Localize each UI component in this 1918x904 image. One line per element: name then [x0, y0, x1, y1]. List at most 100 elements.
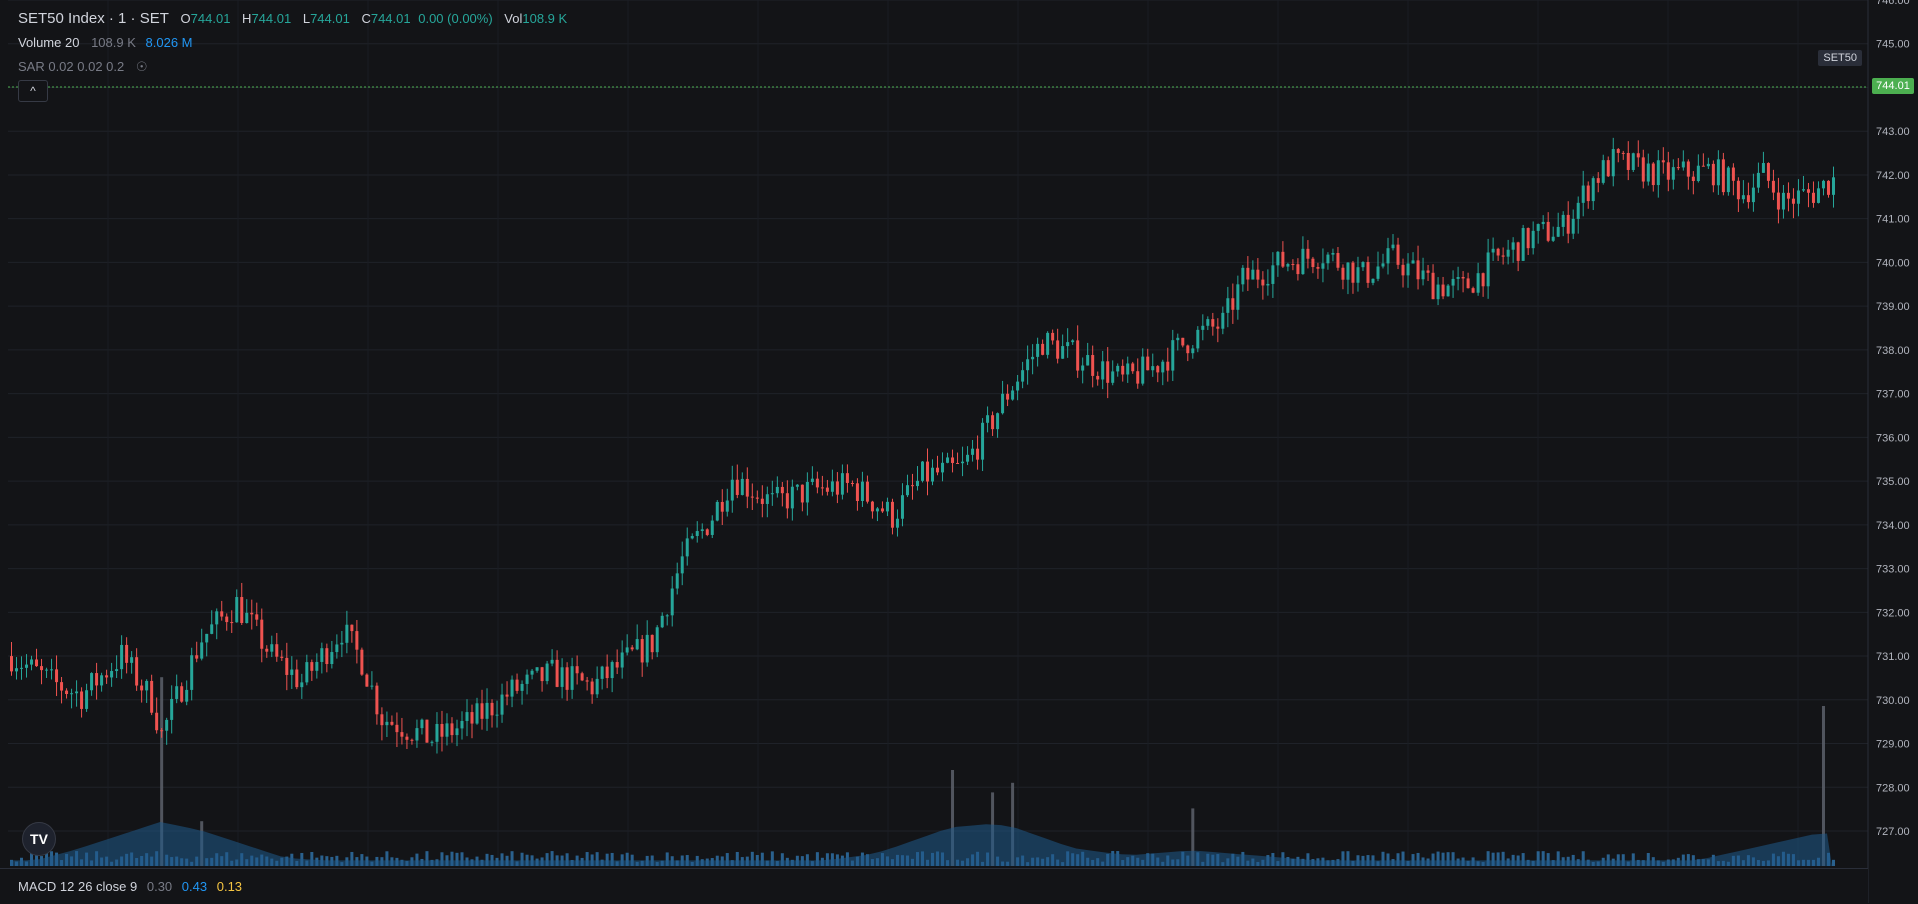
- candle-body: [1761, 163, 1765, 173]
- volume-bar: [1686, 854, 1690, 866]
- candle-body: [1326, 254, 1330, 264]
- candle-body: [70, 693, 74, 695]
- candle: [285, 642, 289, 691]
- candle-body: [1061, 346, 1065, 359]
- candle: [1756, 162, 1760, 193]
- volume-bar: [1831, 859, 1835, 866]
- candle-body: [1271, 265, 1275, 284]
- candle: [120, 635, 124, 679]
- candle: [305, 654, 309, 686]
- candle-body: [1556, 226, 1560, 237]
- volume-bar: [1501, 851, 1505, 866]
- candle: [1581, 170, 1585, 217]
- candle: [380, 707, 384, 741]
- candle: [570, 657, 574, 699]
- candle-body: [880, 508, 884, 512]
- price-axis-bg[interactable]: [1868, 0, 1918, 903]
- candle: [870, 500, 874, 519]
- candle-body: [585, 680, 589, 682]
- macd-legend-title: MACD 12 26 close 9: [18, 879, 138, 894]
- candle: [1806, 182, 1810, 208]
- candle-body: [260, 619, 264, 649]
- candle-body: [160, 730, 164, 732]
- macd-legend[interactable]: MACD 12 26 close 9 0.30 0.43 0.13: [18, 879, 242, 894]
- volume-bar: [825, 853, 829, 866]
- candle: [1266, 269, 1270, 296]
- candle-body: [365, 674, 369, 687]
- candle-body: [735, 479, 739, 495]
- low-value: 744.01: [310, 11, 350, 26]
- candle-body: [1816, 188, 1820, 203]
- price-tick-label: 737.00: [1876, 389, 1910, 401]
- candle-body: [65, 690, 69, 694]
- candle: [170, 685, 174, 734]
- candle-body: [115, 669, 119, 672]
- candle-body: [845, 473, 849, 483]
- high-label: H: [242, 11, 252, 26]
- volume-bar: [510, 851, 514, 866]
- candle: [1346, 262, 1350, 295]
- candle: [1111, 360, 1115, 386]
- candle-body: [75, 691, 79, 694]
- candle: [60, 676, 64, 704]
- candle: [1121, 359, 1125, 382]
- candle: [795, 484, 799, 491]
- candle-body: [190, 655, 194, 690]
- sar-legend[interactable]: SAR 0.02 0.02 0.2 ☉: [18, 59, 148, 75]
- candle-body: [1241, 267, 1245, 285]
- candle: [680, 541, 684, 586]
- candle: [560, 658, 564, 699]
- candle: [290, 656, 294, 690]
- candle-body: [1436, 284, 1440, 300]
- candle-body: [1806, 189, 1810, 193]
- candle: [1656, 150, 1660, 198]
- candle: [1101, 350, 1105, 390]
- candle: [355, 619, 359, 664]
- candle-body: [545, 663, 549, 682]
- candle-body: [1751, 187, 1755, 203]
- candle-body: [520, 683, 524, 691]
- candle: [235, 589, 239, 623]
- candle-body: [795, 484, 799, 487]
- candle: [175, 674, 179, 704]
- volume-bar: [1556, 851, 1560, 866]
- sar-legend-title: SAR 0.02 0.02 0.2: [18, 59, 125, 74]
- volume-legend[interactable]: Volume 20 108.9 K 8.026 M: [18, 35, 193, 50]
- candle-body: [865, 481, 869, 502]
- candle: [325, 643, 329, 673]
- candle: [55, 655, 59, 697]
- candle-body: [55, 669, 59, 683]
- candle-body: [1296, 264, 1300, 275]
- candle-body: [1416, 260, 1420, 280]
- candle: [1126, 356, 1130, 383]
- candle: [1591, 176, 1595, 211]
- volume-bar: [1821, 706, 1825, 866]
- candle: [565, 662, 569, 701]
- candle: [1611, 137, 1615, 187]
- macd-pane[interactable]: MACD 12 26 close 9 0.30 0.43 0.13: [0, 868, 1868, 904]
- candle-body: [560, 667, 564, 687]
- tradingview-logo-icon[interactable]: TV: [22, 822, 56, 856]
- price-axis[interactable]: 727.00 728.00 729.00 730.00 731.00 732.00 733.…: [1867, 0, 1918, 903]
- candle: [1661, 147, 1665, 174]
- candle-body: [1196, 329, 1200, 349]
- candle-body: [951, 457, 955, 463]
- candle: [1341, 264, 1345, 290]
- symbol-title[interactable]: SET50 Index · 1 · SET: [18, 10, 169, 27]
- candle: [575, 655, 579, 685]
- candle-body: [720, 501, 724, 512]
- candle: [1576, 196, 1580, 234]
- candle-body: [1481, 273, 1485, 287]
- candle: [1006, 384, 1010, 407]
- candle: [1701, 153, 1705, 167]
- eye-hidden-icon[interactable]: ☉: [135, 59, 148, 74]
- candle: [525, 669, 529, 695]
- candle-body: [780, 486, 784, 494]
- candle: [1796, 179, 1800, 217]
- collapse-legend-button[interactable]: ^: [18, 80, 48, 102]
- candle: [976, 435, 980, 470]
- candle: [1291, 259, 1295, 271]
- candle: [956, 452, 960, 464]
